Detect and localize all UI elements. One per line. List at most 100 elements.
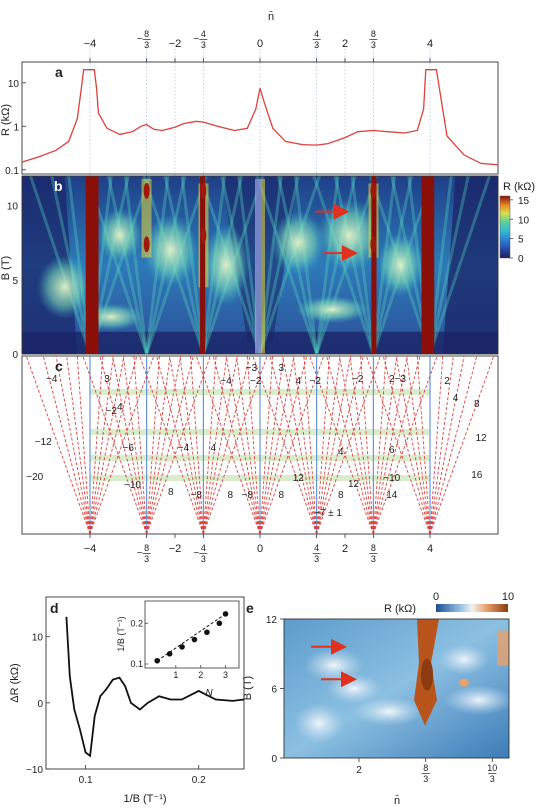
a-resistance-curve <box>21 69 499 166</box>
c-fan-label: 4 <box>453 393 459 404</box>
c-fan-label: 2 <box>389 374 395 385</box>
b-colorbar-tick-label: 10 <box>518 215 530 226</box>
e-y-tick-label: 12 <box>266 615 278 626</box>
c-fan-label: 14 <box>386 490 398 501</box>
c-fan-label: 8 <box>227 490 233 501</box>
c-fan-line <box>406 355 431 535</box>
c-bottom-tick-label: 43 <box>312 543 321 564</box>
panel-c-label: c <box>55 358 63 374</box>
c-fan-label: −2 <box>310 376 322 387</box>
c-fan-line <box>326 355 374 535</box>
c-fan-line <box>309 355 374 535</box>
c-fan-line <box>66 355 91 535</box>
c-fan-label: 3 <box>278 363 284 374</box>
a-top-tick-label: −83 <box>137 29 151 50</box>
b-features <box>22 176 498 354</box>
c-fan-line <box>133 355 148 535</box>
a-top-tick-label-num: 4 <box>314 29 319 39</box>
c-fan-label: 16 <box>471 470 483 481</box>
c-fan-label: 12 <box>475 433 487 444</box>
d-inset-point <box>154 657 161 664</box>
d-y-tick-label: −10 <box>26 765 43 776</box>
c-fan-line <box>372 355 421 535</box>
panel-b-label: b <box>54 178 63 194</box>
d-inset-point <box>179 644 185 650</box>
c-fan-line <box>282 355 318 535</box>
a-top-tick-label: −43 <box>193 29 208 50</box>
a-y-tick-label: 10 <box>8 79 20 90</box>
c-fan-label: 12 <box>348 479 360 490</box>
e-peak <box>421 658 433 691</box>
c-fan-label: −12 <box>35 437 52 448</box>
c-fan-line <box>146 355 171 535</box>
b-red-spot <box>370 182 377 199</box>
c-fan-line <box>139 355 204 535</box>
d-inset-point <box>222 611 229 617</box>
e-x-axis-label: n̄ <box>394 794 400 807</box>
c-fan-label: 8 <box>278 490 284 501</box>
c-fan-lines <box>25 355 495 535</box>
e-colorbar-label: R (kΩ) <box>384 603 416 615</box>
c-fan-line <box>212 355 261 535</box>
c-fan-line <box>146 355 194 535</box>
e-colorbar-tick-label: 0 <box>433 591 439 603</box>
e-colorbar-ticks: 0 10 <box>433 591 514 603</box>
c-fan-line <box>195 355 261 535</box>
e-x-tick-label: 83 <box>421 763 430 784</box>
c-fan-line <box>338 355 374 535</box>
a-top-tick-label: −4 <box>84 38 97 50</box>
c-bottom-tick-label-den: 3 <box>371 554 376 564</box>
panel-c: −4−12−203−2 4−6−108−4 4−8 8−3−4 −23−8 84 −2124… <box>21 355 499 564</box>
e-bright-region <box>354 697 424 726</box>
c-fan-label: −3 <box>246 363 258 374</box>
e-bright-region <box>444 685 509 716</box>
c-fan-line <box>269 355 318 535</box>
b-bright-region <box>97 208 143 263</box>
c-fan-line <box>89 355 155 535</box>
b-center-line <box>255 178 261 354</box>
b-fan-streak <box>123 176 149 354</box>
c-fan-line <box>76 355 91 535</box>
d-x-axis-label: 1/B (T⁻¹) <box>123 793 166 805</box>
c-bottom-tick-label: 83 <box>369 543 378 564</box>
b-bright-region <box>295 295 369 324</box>
panel-b: 0 5 10 B (T) b R (kΩ) 15 10 5 0 <box>0 175 535 361</box>
panel-a-label: a <box>55 64 63 80</box>
e-bright-region <box>439 644 489 675</box>
d-inset-x-tick-label: 2 <box>198 670 203 680</box>
c-fan-label: 3 <box>104 374 110 385</box>
c-fan-line <box>316 355 381 535</box>
b-plot-frame <box>21 175 499 355</box>
c-fan-line <box>395 355 431 535</box>
c-bottom-tick-label: 0 <box>257 543 263 555</box>
a-top-tick-label-num: 4 <box>201 29 206 39</box>
d-x-tick-label: 0.2 <box>192 775 206 786</box>
c-fan-label: −2 <box>250 376 262 387</box>
e-x-tick-label-num: 10 <box>487 763 497 773</box>
b-colorbar-ticks: 15 10 5 0 <box>510 196 530 265</box>
b-fan-streak <box>428 176 470 354</box>
e-x-tick-label: 2 <box>356 765 362 776</box>
b-colorbar-tick-label: 15 <box>518 196 530 207</box>
b-y-axis: 0 5 10 <box>7 202 26 361</box>
c-bottom-tick-label-num: 4 <box>314 543 319 553</box>
a-top-axis: −4−83 −2−43 043 283 4 <box>84 29 433 62</box>
b-red-spot <box>200 227 207 244</box>
b-colorbar-label: R (kΩ) <box>503 181 535 193</box>
d-inset-frame <box>144 600 240 669</box>
e-x-tick-label: 103 <box>487 763 497 784</box>
c-fan-line <box>146 355 211 535</box>
e-spot <box>459 678 469 687</box>
c-fan-line <box>382 355 431 535</box>
e-y-tick-label: 0 <box>271 754 277 765</box>
a-top-tick-label: −2 <box>169 38 182 50</box>
b-high-resistance-column <box>421 176 435 354</box>
c-fan-label: 8 <box>338 490 344 501</box>
b-y-axis-label: B (T) <box>0 256 12 280</box>
c-fan-label: −20 <box>26 472 43 483</box>
c-fan-label: −8 <box>191 490 203 501</box>
c-fan-line <box>55 355 91 535</box>
c-fan-line <box>89 355 104 535</box>
d-axes: 0.1 0.2 10 0 −10 <box>26 633 206 786</box>
